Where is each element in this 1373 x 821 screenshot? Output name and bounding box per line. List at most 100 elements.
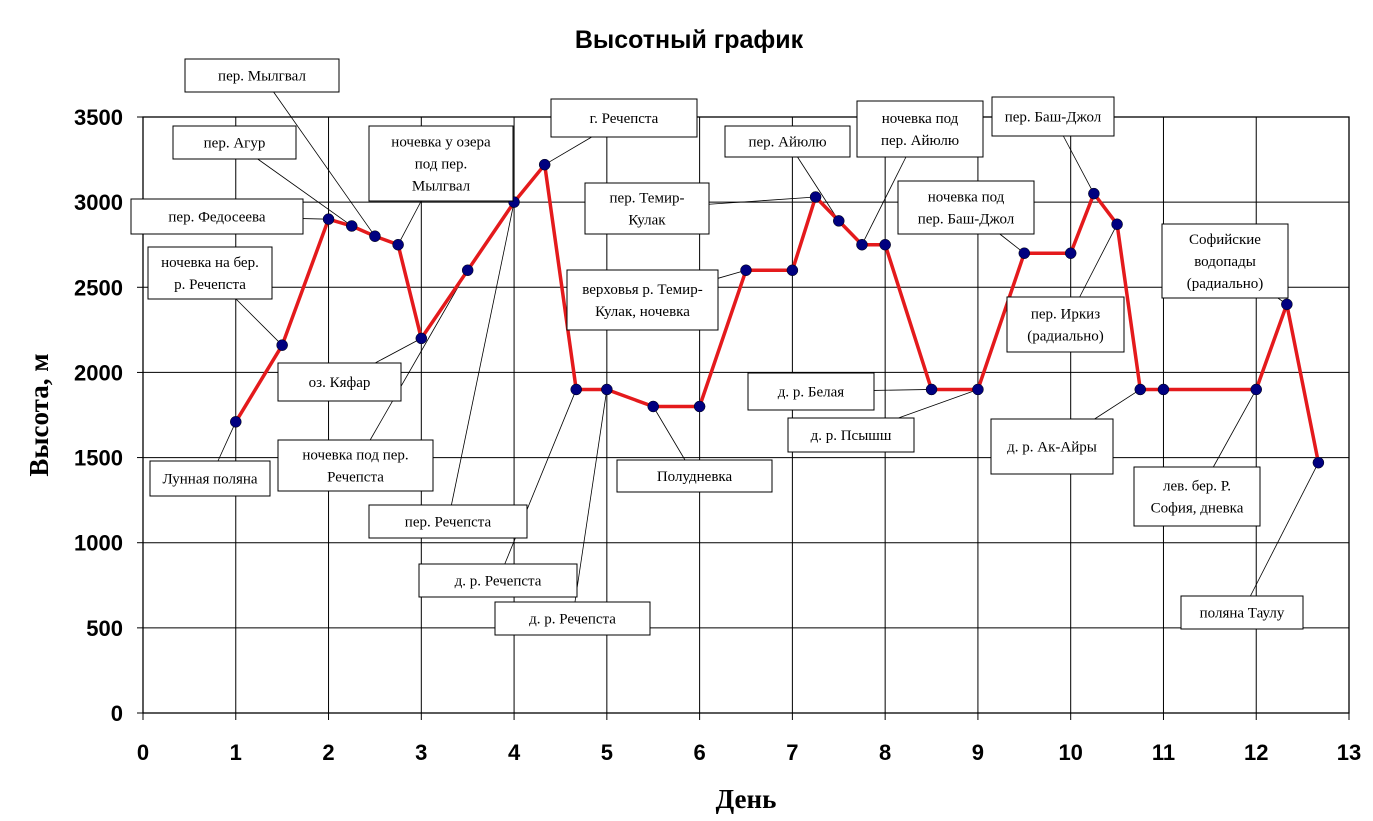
data-point <box>1111 218 1123 231</box>
y-tick-label: 2500 <box>74 275 123 300</box>
callout-text: оз. Кяфар <box>309 375 371 391</box>
callout-text: Полудневка <box>657 469 733 485</box>
callout-box <box>897 180 1035 235</box>
callout-text: пер. Баш-Джол <box>1005 110 1102 126</box>
callout: лев. бер. Р. София, дневка <box>1133 466 1261 527</box>
callout: ночевка под пер. Баш-Джол <box>897 180 1035 235</box>
callout: поляна Таулу <box>1180 595 1304 630</box>
callout: д. р. Псышш <box>787 417 915 453</box>
callout: верховья р. Темир- Кулак, ночевка <box>566 269 719 331</box>
callout-text: (радиально) <box>1187 276 1263 292</box>
callout-leaders <box>217 91 1319 603</box>
y-tick-label: 0 <box>111 701 123 726</box>
callout-leader <box>544 136 592 166</box>
y-tick-label: 3500 <box>74 105 123 130</box>
callout-box <box>1133 466 1261 527</box>
callout-box <box>1180 595 1304 630</box>
callouts: Лунная поляна ночевка на бер. р. Речепста п… <box>130 58 1304 636</box>
callout-leader <box>797 156 840 222</box>
data-point <box>856 238 868 251</box>
data-point <box>786 264 799 277</box>
y-axis-label: Высота, м <box>24 353 54 476</box>
callout-leader <box>861 156 907 245</box>
callout-text: Кулак <box>628 213 666 229</box>
callout-text: пер. Федосеева <box>168 210 266 226</box>
callout-leader <box>574 389 608 603</box>
x-tick-label: 0 <box>137 740 149 765</box>
callout-text: ночевка у озера <box>391 135 491 151</box>
callout-box <box>584 182 710 235</box>
callout: пер. Темир- Кулак <box>584 182 710 235</box>
callout: Полудневка <box>616 459 773 493</box>
callout-box <box>566 269 719 331</box>
callout: Лунная поляна <box>149 460 271 497</box>
callout: ночевка под пер. Речепста <box>277 439 434 492</box>
elevation-series <box>230 158 1325 469</box>
data-point <box>461 264 474 277</box>
callout-text: пер. Айюлю <box>748 135 826 151</box>
callout-leader <box>369 270 469 441</box>
data-point <box>276 339 288 351</box>
callout-text: верховья р. Темир- <box>582 282 702 298</box>
data-point <box>879 238 891 251</box>
x-tick-label: 6 <box>693 740 705 765</box>
callout-text: д. р. Белая <box>778 385 845 401</box>
callout: пер. Агур <box>172 125 297 160</box>
data-point <box>570 383 582 396</box>
callout-text: пер. Темир- <box>610 191 685 207</box>
callout-text: ночевка под <box>882 111 959 127</box>
data-point <box>925 383 938 396</box>
data-point <box>1250 383 1262 396</box>
data-point <box>693 400 706 413</box>
callout-box <box>856 100 984 158</box>
callout-box <box>368 504 528 539</box>
callout-leader <box>1079 224 1118 298</box>
callout-text: ночевка на бер. <box>161 255 259 271</box>
data-point <box>322 213 335 225</box>
callout-text: пер. Баш-Джол <box>918 212 1015 228</box>
callout-text: д. р. Речепста <box>529 612 616 628</box>
callout-box <box>277 439 434 492</box>
callout-box <box>494 601 651 636</box>
callout-text: пер. Речепста <box>405 515 492 531</box>
callout-box <box>787 417 915 453</box>
data-point <box>1018 247 1031 259</box>
callout-box <box>1161 223 1289 299</box>
callout-box <box>277 362 402 402</box>
data-point <box>1134 383 1147 396</box>
x-tick-label: 2 <box>322 740 334 765</box>
callout-leader <box>235 298 283 346</box>
callout: пер. Речепста <box>368 504 528 539</box>
callout-leader <box>708 196 816 205</box>
callout-text: д. р. Ак-Айры <box>1007 440 1097 456</box>
data-point <box>1157 383 1170 396</box>
y-tick-label: 500 <box>86 616 123 641</box>
x-tick-label: 3 <box>415 740 427 765</box>
callout-leader <box>273 91 376 237</box>
callout-box <box>550 98 698 138</box>
callout-text: под пер. <box>415 157 467 173</box>
x-tick-label: 9 <box>972 740 984 765</box>
callout-text: пер. Айюлю <box>881 133 959 149</box>
callout-box <box>172 125 297 160</box>
callout-leader <box>257 158 352 227</box>
callout-box <box>184 58 340 93</box>
y-axis-ticks: 0 500 1000 1500 2000 2500 3000 3500 <box>74 105 143 726</box>
callout-leader <box>873 389 932 391</box>
data-point <box>1312 456 1325 469</box>
x-axis-ticks: 0 1 2 3 4 5 6 7 8 9 10 11 12 13 <box>137 713 1361 765</box>
x-tick-label: 7 <box>786 740 798 765</box>
x-tick-label: 8 <box>879 740 891 765</box>
callout-text: лев. бер. Р. <box>1163 479 1231 495</box>
callout-leader <box>374 338 422 364</box>
callout-text: р. Речепста <box>174 277 246 293</box>
callout-text: Речепста <box>327 470 384 486</box>
callout-leader <box>652 406 686 461</box>
callout-text: ночевка под <box>928 190 1005 206</box>
callout-box <box>130 198 304 235</box>
data-point <box>369 230 381 242</box>
callout-text: Лунная поляна <box>162 472 257 488</box>
callout: д. р. Речепста <box>418 563 578 598</box>
callout-leader <box>898 389 979 419</box>
